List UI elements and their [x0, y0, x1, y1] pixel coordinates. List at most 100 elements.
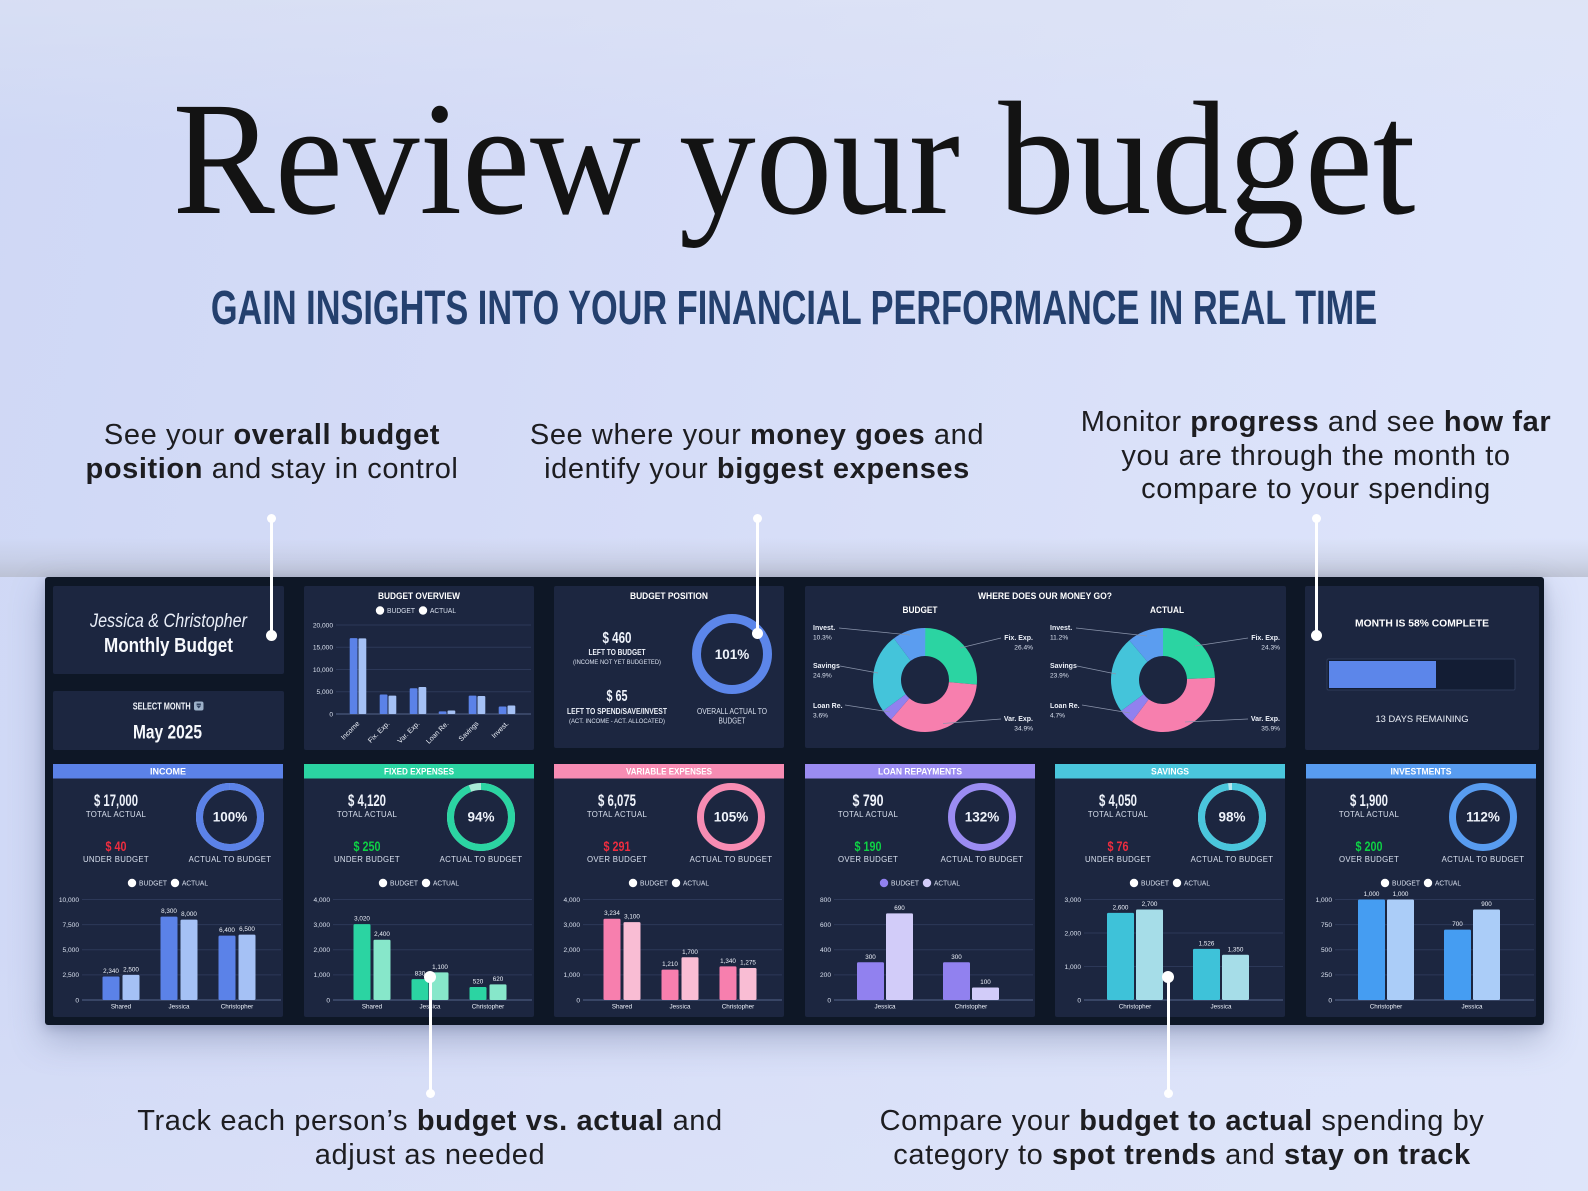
svg-text:15,000: 15,000 [313, 645, 334, 652]
svg-text:24.3%: 24.3% [1261, 645, 1280, 652]
svg-text:Invest.: Invest. [1050, 625, 1072, 632]
svg-text:Shared: Shared [111, 1004, 132, 1011]
svg-text:INVESTMENTS: INVESTMENTS [1391, 767, 1452, 777]
svg-text:2,500: 2,500 [123, 966, 139, 973]
svg-text:3,000: 3,000 [313, 922, 330, 929]
svg-text:35.9%: 35.9% [1261, 726, 1280, 733]
svg-text:$ 76: $ 76 [1108, 838, 1129, 854]
svg-text:Jessica: Jessica [1462, 1004, 1483, 1011]
svg-text:11.2%: 11.2% [1050, 635, 1068, 642]
svg-text:3,234: 3,234 [604, 910, 620, 917]
svg-text:SELECT MONTH: SELECT MONTH [133, 701, 191, 713]
svg-text:1,000: 1,000 [313, 972, 330, 979]
svg-text:600: 600 [820, 922, 831, 929]
svg-text:May 2025: May 2025 [133, 722, 202, 743]
svg-text:Loan Re.: Loan Re. [1050, 703, 1080, 710]
svg-text:BUDGET: BUDGET [1392, 879, 1420, 888]
svg-text:2,340: 2,340 [103, 968, 119, 975]
svg-text:0: 0 [827, 997, 831, 1004]
svg-text:10,000: 10,000 [313, 667, 334, 674]
svg-text:BUDGET: BUDGET [390, 879, 418, 888]
svg-text:ACTUAL: ACTUAL [1184, 879, 1210, 888]
svg-text:2,000: 2,000 [313, 947, 330, 954]
svg-text:TOTAL ACTUAL: TOTAL ACTUAL [838, 810, 899, 819]
svg-text:5,000: 5,000 [62, 947, 79, 954]
svg-text:520: 520 [473, 978, 484, 985]
svg-text:1,350: 1,350 [1228, 946, 1244, 953]
svg-text:$ 4,050: $ 4,050 [1099, 792, 1137, 810]
svg-text:Loan Re.: Loan Re. [813, 703, 843, 710]
svg-text:Var. Exp.: Var. Exp. [1251, 716, 1280, 723]
svg-text:Jessica: Jessica [670, 1004, 691, 1011]
svg-text:Var. Exp.: Var. Exp. [1004, 716, 1033, 723]
svg-text:ACTUAL: ACTUAL [182, 879, 208, 888]
svg-text:OVER BUDGET: OVER BUDGET [838, 855, 898, 864]
svg-text:100: 100 [980, 979, 991, 986]
svg-text:0: 0 [576, 997, 580, 1004]
svg-text:$ 790: $ 790 [853, 792, 884, 810]
svg-text:1,000: 1,000 [1315, 897, 1332, 904]
svg-text:Income: Income [340, 720, 361, 741]
svg-text:$ 200: $ 200 [1356, 838, 1383, 854]
svg-text:VARIABLE EXPENSES: VARIABLE EXPENSES [626, 767, 712, 777]
svg-text:Invest.: Invest. [813, 625, 835, 632]
svg-text:Fix. Exp.: Fix. Exp. [1251, 635, 1280, 642]
svg-text:0: 0 [1077, 997, 1081, 1004]
svg-text:Shared: Shared [612, 1004, 633, 1011]
svg-text:3,000: 3,000 [1064, 897, 1081, 904]
svg-text:ACTUAL TO BUDGET: ACTUAL TO BUDGET [189, 855, 272, 864]
svg-text:0: 0 [326, 997, 330, 1004]
svg-text:8,000: 8,000 [181, 911, 197, 918]
svg-text:BUDGET: BUDGET [139, 879, 167, 888]
svg-text:1,000: 1,000 [1364, 891, 1380, 898]
svg-text:$ 460: $ 460 [603, 630, 632, 647]
svg-text:BUDGET: BUDGET [640, 879, 668, 888]
svg-text:$ 291: $ 291 [604, 838, 631, 854]
svg-text:1,340: 1,340 [720, 958, 736, 965]
svg-text:UNDER BUDGET: UNDER BUDGET [1085, 855, 1151, 864]
svg-text:1,210: 1,210 [662, 961, 678, 968]
svg-text:Savings: Savings [1050, 663, 1077, 670]
svg-text:BUDGET OVERVIEW: BUDGET OVERVIEW [378, 591, 460, 601]
svg-text:200: 200 [820, 972, 831, 979]
svg-text:0: 0 [1328, 997, 1332, 1004]
svg-text:2,500: 2,500 [62, 972, 79, 979]
svg-text:Var. Exp.: Var. Exp. [397, 720, 422, 745]
svg-text:24.9%: 24.9% [813, 673, 832, 680]
svg-text:4,000: 4,000 [313, 897, 330, 904]
svg-text:Christopher: Christopher [221, 1004, 254, 1011]
svg-text:BUDGET: BUDGET [891, 879, 919, 888]
svg-text:830: 830 [415, 971, 426, 978]
svg-text:$ 190: $ 190 [855, 838, 882, 854]
svg-text:ACTUAL: ACTUAL [433, 879, 459, 888]
svg-text:4.7%: 4.7% [1050, 713, 1065, 720]
svg-text:FIXED EXPENSES: FIXED EXPENSES [384, 767, 454, 777]
svg-text:ACTUAL TO BUDGET: ACTUAL TO BUDGET [941, 855, 1024, 864]
svg-text:100%: 100% [213, 810, 248, 825]
svg-text:ACTUAL: ACTUAL [1435, 879, 1461, 888]
svg-text:620: 620 [493, 976, 504, 983]
svg-text:6,500: 6,500 [239, 926, 255, 933]
svg-text:WHERE DOES OUR MONEY GO?: WHERE DOES OUR MONEY GO? [978, 591, 1112, 601]
svg-text:1,000: 1,000 [563, 972, 580, 979]
svg-text:3.6%: 3.6% [813, 713, 828, 720]
svg-text:ACTUAL: ACTUAL [683, 879, 709, 888]
svg-text:Christopher: Christopher [472, 1004, 505, 1011]
svg-text:6,400: 6,400 [219, 927, 235, 934]
svg-text:$ 4,120: $ 4,120 [348, 792, 386, 810]
svg-text:$ 17,000: $ 17,000 [94, 792, 138, 810]
svg-text:700: 700 [1452, 921, 1463, 928]
svg-text:3,020: 3,020 [354, 916, 370, 923]
svg-text:300: 300 [865, 954, 876, 961]
svg-text:$ 40: $ 40 [106, 838, 127, 854]
svg-text:800: 800 [820, 897, 831, 904]
svg-text:8,300: 8,300 [161, 908, 177, 915]
svg-text:98%: 98% [1218, 810, 1245, 825]
svg-text:2,000: 2,000 [1064, 930, 1081, 937]
svg-text:Savings: Savings [458, 720, 481, 743]
svg-text:BUDGET: BUDGET [719, 717, 746, 726]
svg-text:TOTAL ACTUAL: TOTAL ACTUAL [337, 810, 398, 819]
svg-text:7,500: 7,500 [62, 922, 79, 929]
svg-text:1,000: 1,000 [1064, 964, 1081, 971]
svg-text:ACTUAL TO BUDGET: ACTUAL TO BUDGET [1191, 855, 1274, 864]
